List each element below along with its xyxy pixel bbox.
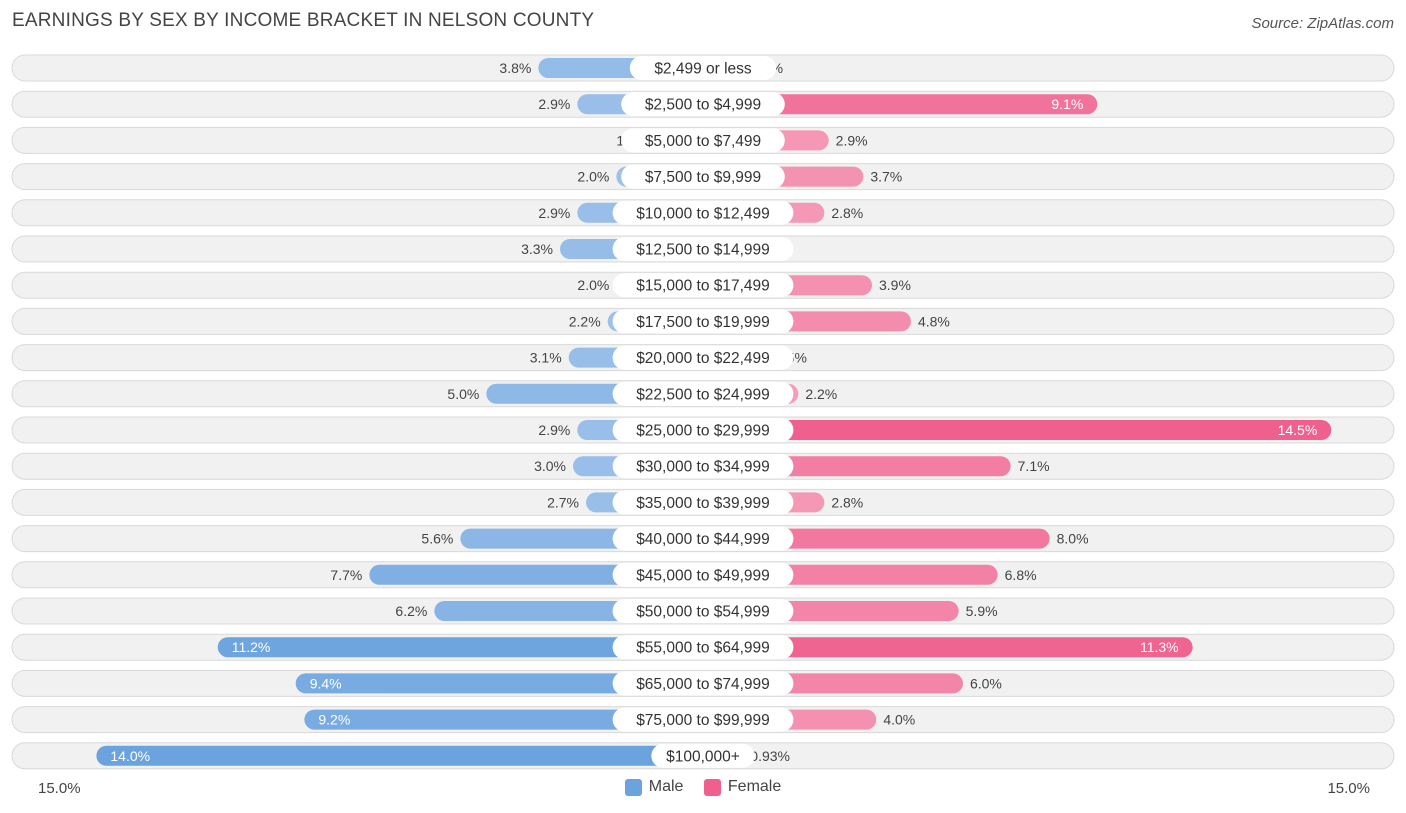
- bar-male[interactable]: [295, 673, 703, 694]
- female-value-label: 2.8%: [831, 494, 863, 510]
- bar-female[interactable]: [703, 420, 1332, 440]
- category-pill: [612, 454, 794, 479]
- female-value-label: 2.9%: [836, 132, 868, 148]
- category-label: $45,000 to $49,999: [636, 567, 770, 584]
- category-label: $40,000 to $44,999: [636, 531, 770, 548]
- category-pill: [612, 273, 794, 298]
- category-pill: [621, 128, 785, 153]
- legend-swatch-male: [624, 778, 642, 796]
- category-label: $10,000 to $12,499: [636, 205, 770, 222]
- male-value-label: 5.0%: [447, 386, 479, 402]
- male-value-label: 5.6%: [421, 531, 453, 547]
- female-value-label: 3.7%: [870, 169, 902, 185]
- category-label: $22,500 to $24,999: [636, 386, 770, 403]
- legend-label-female: Female: [727, 778, 782, 795]
- legend-label-male: Male: [648, 778, 684, 795]
- female-value-label: 5.9%: [966, 603, 998, 619]
- source-credit: Source: ZipAtlas.com: [1251, 15, 1394, 32]
- female-value-label: 0.93%: [750, 748, 790, 764]
- male-value-label: 14.0%: [110, 748, 150, 764]
- category-pill: [621, 92, 785, 117]
- female-value-label: 2.8%: [831, 205, 863, 221]
- legend-item-female[interactable]: Female: [703, 778, 782, 796]
- category-label: $75,000 to $99,999: [636, 712, 770, 729]
- category-label: $25,000 to $29,999: [636, 423, 770, 440]
- female-value-label: 3.9%: [879, 277, 911, 293]
- category-pill: [612, 418, 794, 442]
- male-value-label: 3.8%: [499, 60, 531, 76]
- female-value-label: 6.0%: [970, 675, 1002, 691]
- male-value-label: 2.0%: [577, 169, 609, 185]
- male-value-label: 2.2%: [569, 313, 601, 329]
- category-label: $12,500 to $14,999: [636, 242, 770, 259]
- female-value-label: 4.0%: [883, 712, 915, 728]
- category-pill: [612, 599, 794, 623]
- category-label: $50,000 to $54,999: [636, 604, 770, 621]
- female-value-label: 14.5%: [1278, 422, 1318, 438]
- category-pill: [621, 164, 785, 189]
- female-value-label: 7.1%: [1018, 458, 1050, 474]
- female-value-label: 9.1%: [1051, 96, 1083, 112]
- category-label: $20,000 to $22,499: [636, 350, 770, 367]
- male-value-label: 2.0%: [577, 277, 609, 293]
- male-value-label: 7.7%: [330, 567, 362, 583]
- bar-male[interactable]: [304, 709, 703, 730]
- legend-swatch-female: [703, 778, 721, 796]
- male-value-label: 3.3%: [521, 241, 553, 257]
- category-label: $5,000 to $7,499: [645, 133, 761, 150]
- bar-female[interactable]: [703, 637, 1193, 658]
- male-value-label: 3.1%: [530, 350, 562, 366]
- category-pill: [612, 381, 794, 406]
- bar-male[interactable]: [217, 637, 704, 658]
- category-pill: [612, 635, 794, 660]
- bar-female[interactable]: [703, 94, 1098, 115]
- category-label: $65,000 to $74,999: [636, 676, 770, 693]
- category-pill: [612, 707, 794, 732]
- male-value-label: 11.2%: [232, 639, 271, 655]
- female-value-label: 6.8%: [1005, 567, 1037, 583]
- category-label: $2,499 or less: [654, 61, 752, 78]
- category-pill: [612, 671, 794, 696]
- female-value-label: 2.2%: [805, 386, 837, 402]
- male-value-label: 3.0%: [534, 458, 566, 474]
- category-pill: [612, 309, 794, 334]
- male-value-label: 2.9%: [538, 422, 570, 438]
- category-pill: [612, 345, 794, 370]
- male-value-label: 2.7%: [547, 494, 579, 510]
- female-value-label: 11.3%: [1140, 639, 1179, 655]
- female-value-label: 8.0%: [1057, 531, 1089, 547]
- legend: Male Female: [0, 778, 1406, 801]
- male-value-label: 2.9%: [538, 205, 570, 221]
- category-label: $7,500 to $9,999: [645, 169, 761, 186]
- category-label: $2,500 to $4,999: [645, 97, 761, 114]
- category-pill: [612, 200, 794, 225]
- axis-label-right: 15.0%: [1327, 780, 1370, 797]
- category-pill: [612, 562, 794, 587]
- category-label: $35,000 to $39,999: [636, 495, 770, 512]
- category-label: $17,500 to $19,999: [636, 314, 770, 331]
- bar-male[interactable]: [96, 745, 703, 766]
- female-value-label: 4.8%: [918, 313, 950, 329]
- legend-item-male[interactable]: Male: [624, 778, 684, 796]
- category-label: $30,000 to $34,999: [636, 459, 770, 476]
- category-label: $15,000 to $17,499: [636, 278, 770, 295]
- male-value-label: 9.2%: [318, 712, 350, 728]
- category-pill: [651, 743, 755, 768]
- category-label: $100,000+: [666, 748, 740, 765]
- male-value-label: 6.2%: [395, 603, 427, 619]
- category-pill: [612, 237, 794, 261]
- category-pill: [612, 526, 794, 551]
- category-pill: [612, 490, 794, 515]
- chart-title: EARNINGS BY SEX BY INCOME BRACKET IN NEL…: [12, 10, 595, 31]
- male-value-label: 9.4%: [310, 675, 342, 691]
- axis-label-left: 15.0%: [38, 780, 81, 797]
- category-pill: [629, 56, 777, 80]
- category-label: $55,000 to $64,999: [636, 640, 770, 657]
- male-value-label: 2.9%: [538, 96, 570, 112]
